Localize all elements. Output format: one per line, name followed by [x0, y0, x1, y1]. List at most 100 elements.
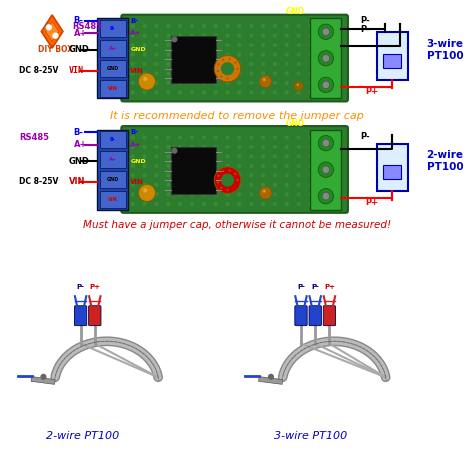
Circle shape — [321, 193, 324, 196]
Circle shape — [226, 63, 229, 65]
Circle shape — [155, 164, 158, 167]
Circle shape — [285, 91, 288, 94]
Circle shape — [179, 146, 182, 148]
Circle shape — [285, 174, 288, 177]
Circle shape — [202, 193, 205, 196]
Circle shape — [218, 175, 219, 177]
Bar — [31, 376, 55, 384]
FancyBboxPatch shape — [121, 126, 348, 213]
Text: P+: P+ — [89, 284, 100, 290]
Bar — [100, 151, 126, 168]
Circle shape — [250, 44, 253, 46]
Circle shape — [321, 34, 324, 37]
Circle shape — [143, 53, 146, 56]
Circle shape — [285, 155, 288, 158]
Circle shape — [238, 91, 241, 94]
Text: B-: B- — [109, 26, 116, 31]
Bar — [100, 80, 126, 97]
Circle shape — [297, 82, 300, 84]
Circle shape — [297, 164, 300, 167]
Circle shape — [202, 34, 205, 37]
Text: Must have a jumper cap, otherwise it cannot be measured!: Must have a jumper cap, otherwise it can… — [83, 220, 391, 230]
Circle shape — [202, 44, 205, 46]
Text: GND: GND — [107, 66, 118, 71]
Circle shape — [179, 155, 182, 158]
Circle shape — [226, 174, 229, 177]
Text: GND: GND — [285, 119, 304, 128]
Circle shape — [285, 82, 288, 84]
Text: RS485: RS485 — [19, 134, 49, 142]
Circle shape — [259, 75, 272, 88]
Circle shape — [238, 164, 241, 167]
Text: 2-wire
PT100: 2-wire PT100 — [427, 150, 464, 172]
Circle shape — [131, 174, 134, 177]
Circle shape — [202, 91, 205, 94]
Circle shape — [309, 63, 312, 65]
Circle shape — [263, 78, 266, 81]
Circle shape — [167, 72, 170, 75]
Circle shape — [172, 37, 177, 42]
Circle shape — [321, 136, 324, 139]
Text: B-: B- — [73, 128, 83, 137]
Bar — [97, 130, 128, 210]
Circle shape — [191, 183, 193, 186]
Circle shape — [321, 183, 324, 186]
Text: B-: B- — [130, 129, 138, 135]
Circle shape — [333, 155, 336, 158]
Circle shape — [322, 166, 329, 173]
Bar — [383, 165, 401, 179]
Circle shape — [191, 25, 193, 27]
Circle shape — [172, 148, 177, 153]
Circle shape — [131, 91, 134, 94]
Circle shape — [155, 202, 158, 205]
Circle shape — [220, 75, 222, 78]
Circle shape — [191, 44, 193, 46]
Circle shape — [227, 78, 228, 80]
Circle shape — [321, 25, 324, 27]
Circle shape — [179, 34, 182, 37]
Circle shape — [250, 193, 253, 196]
Circle shape — [191, 136, 193, 139]
Bar — [100, 60, 126, 77]
Circle shape — [179, 183, 182, 186]
Circle shape — [297, 63, 300, 65]
Circle shape — [191, 34, 193, 37]
Bar — [310, 18, 341, 98]
Circle shape — [263, 190, 266, 192]
Circle shape — [202, 164, 205, 167]
Circle shape — [191, 53, 193, 56]
Bar — [171, 36, 216, 83]
Circle shape — [238, 53, 241, 56]
Circle shape — [273, 72, 276, 75]
Circle shape — [318, 189, 334, 204]
Circle shape — [273, 155, 276, 158]
Circle shape — [131, 63, 134, 65]
Circle shape — [262, 136, 264, 139]
Circle shape — [143, 164, 146, 167]
Circle shape — [273, 164, 276, 167]
Circle shape — [202, 146, 205, 148]
Circle shape — [250, 72, 253, 75]
Circle shape — [333, 202, 336, 205]
Circle shape — [222, 170, 224, 172]
Circle shape — [333, 25, 336, 27]
Circle shape — [143, 193, 146, 196]
Circle shape — [250, 146, 253, 148]
Circle shape — [262, 44, 264, 46]
Circle shape — [322, 139, 329, 147]
Bar — [383, 54, 401, 68]
Circle shape — [179, 136, 182, 139]
Circle shape — [273, 183, 276, 186]
Circle shape — [250, 183, 253, 186]
Circle shape — [238, 34, 241, 37]
Circle shape — [202, 82, 205, 84]
Circle shape — [285, 193, 288, 196]
Circle shape — [214, 44, 217, 46]
Circle shape — [297, 155, 300, 158]
Circle shape — [191, 155, 193, 158]
Circle shape — [297, 44, 300, 46]
Circle shape — [214, 167, 241, 193]
Circle shape — [143, 91, 146, 94]
Circle shape — [297, 53, 300, 56]
Circle shape — [202, 183, 205, 186]
